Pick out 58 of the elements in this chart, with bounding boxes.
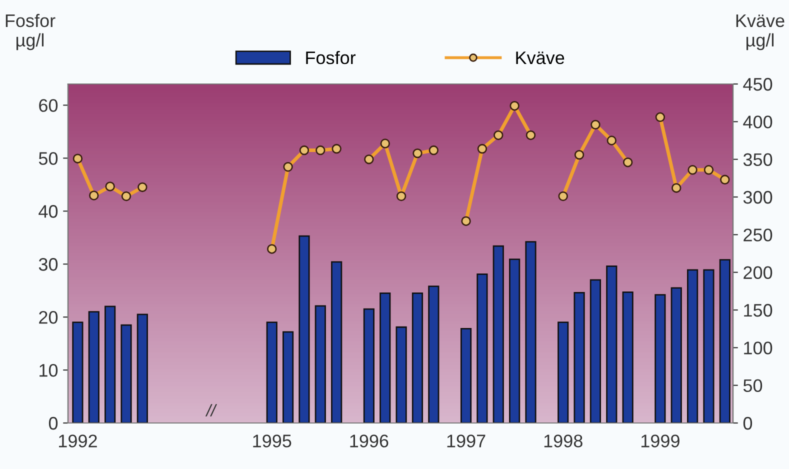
bar xyxy=(412,292,424,423)
legend-label: Fosfor xyxy=(306,50,356,64)
bar xyxy=(574,292,585,423)
y2-tick-label: 50 xyxy=(743,379,762,392)
bar xyxy=(622,291,634,423)
bar xyxy=(606,266,618,423)
bar xyxy=(509,258,520,423)
bar xyxy=(460,328,472,423)
bar xyxy=(670,287,682,423)
bar xyxy=(654,294,666,423)
y-tick-label: 20 xyxy=(39,310,58,324)
y2-tick-label: 350 xyxy=(743,153,772,166)
bar xyxy=(396,326,407,423)
x-tick-label: 1996 xyxy=(350,434,388,448)
x-tick-label: 1992 xyxy=(59,434,97,448)
y2-tick-label: 450 xyxy=(743,78,772,91)
x-tick-label: 1998 xyxy=(544,434,582,448)
bar xyxy=(687,269,698,423)
bar xyxy=(476,273,488,423)
bar xyxy=(104,306,116,423)
y-tick-label: 50 xyxy=(38,152,58,165)
y-tick-label: 30 xyxy=(38,258,58,271)
bar xyxy=(88,311,100,423)
y2-tick-label: 250 xyxy=(744,228,772,242)
y2-tick-label: 100 xyxy=(744,342,772,354)
bar xyxy=(331,261,342,423)
y2-axis-title: Kväve µg/l xyxy=(736,14,784,50)
bar xyxy=(363,308,374,423)
y-tick-label: 0 xyxy=(48,416,58,430)
bar xyxy=(703,269,714,423)
y-tick-label: 10 xyxy=(40,364,58,377)
bar xyxy=(120,324,132,423)
bar xyxy=(428,286,440,423)
x-tick-label: 1999 xyxy=(641,434,680,448)
y-axis-title: Fosfor µg/l xyxy=(6,14,56,50)
y2-tick-label: 0 xyxy=(743,416,752,430)
y2-tick-label: 300 xyxy=(743,190,772,204)
bar xyxy=(492,245,504,423)
x-tick-label: 1995 xyxy=(253,434,292,448)
bar xyxy=(298,235,310,423)
bar xyxy=(525,241,536,423)
y2-tick-label: 400 xyxy=(743,116,772,128)
bar xyxy=(558,322,569,423)
bar xyxy=(72,322,84,423)
bar xyxy=(380,292,391,423)
bar xyxy=(136,314,148,423)
bar xyxy=(590,279,602,423)
bar xyxy=(719,259,730,423)
bar xyxy=(282,331,294,423)
y-tick-label: 40 xyxy=(38,205,58,218)
y2-tick-label: 150 xyxy=(744,304,772,317)
y2-tick-label: 200 xyxy=(744,266,772,280)
annotation: // xyxy=(205,404,218,416)
bar xyxy=(314,305,326,423)
legend-label: Kväve xyxy=(516,52,564,64)
x-tick-label: 1997 xyxy=(447,434,486,448)
bar xyxy=(266,322,278,423)
y-tick-label: 60 xyxy=(39,99,58,112)
